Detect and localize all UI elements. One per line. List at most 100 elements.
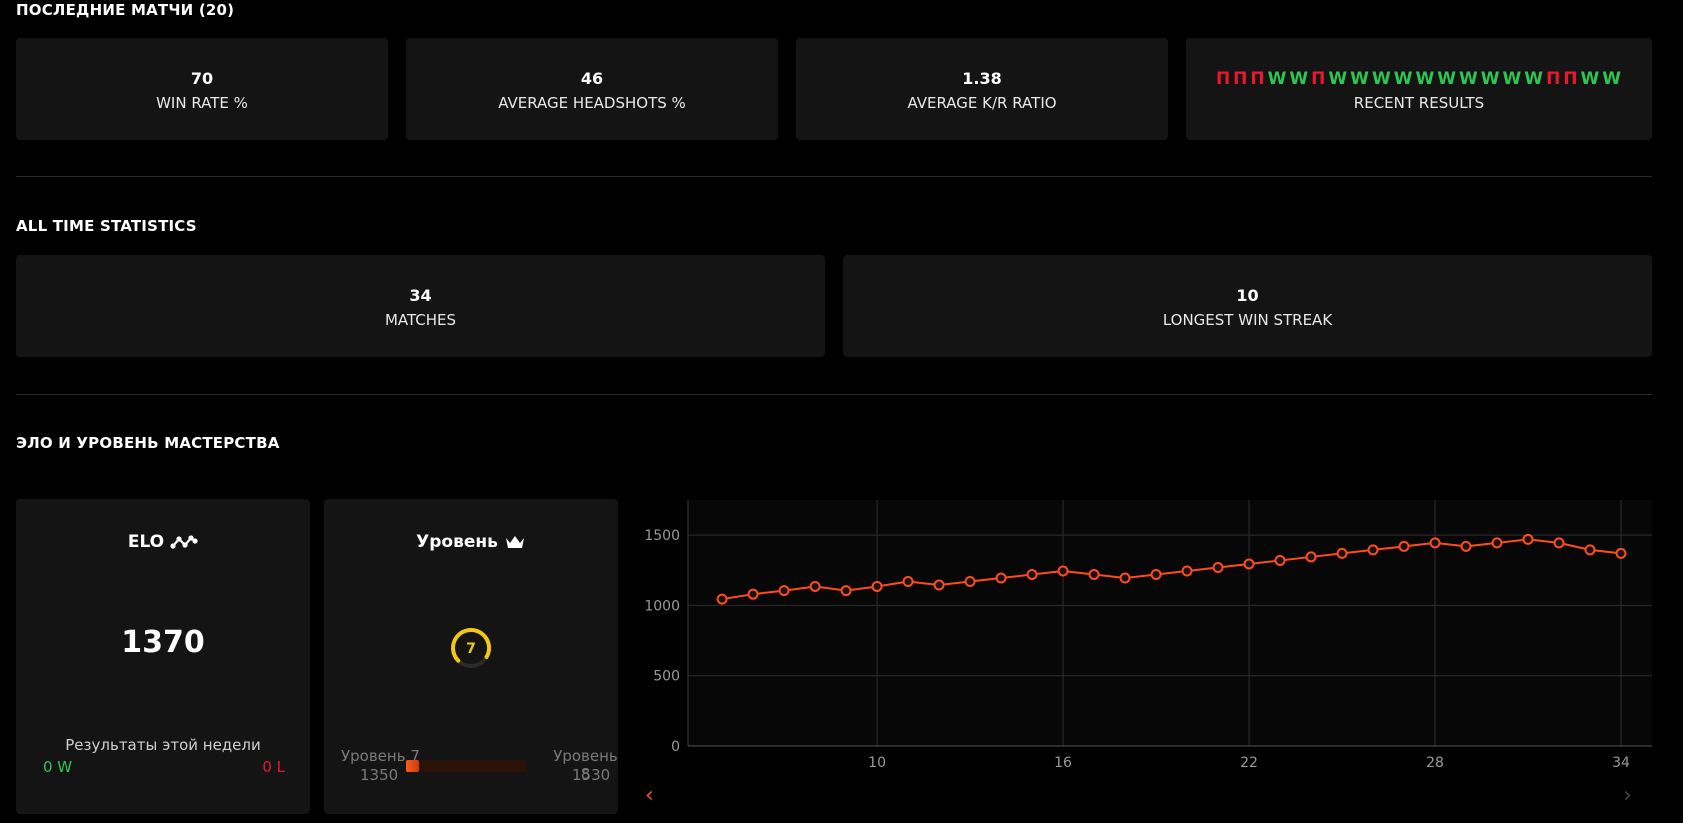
result-item: W <box>1328 69 1349 89</box>
current-level-elo: 1350 <box>360 766 399 784</box>
elo-point <box>1305 551 1317 563</box>
result-item: W <box>1502 69 1523 89</box>
elo-point <box>1522 533 1534 545</box>
elo-point <box>1336 547 1348 559</box>
level-progress-fill <box>406 760 420 772</box>
elo-point <box>1119 572 1131 584</box>
result-item: П <box>1233 69 1249 89</box>
week-losses: 0 L <box>262 758 285 776</box>
result-item: W <box>1480 69 1501 89</box>
result-item: W <box>1580 69 1601 89</box>
result-item: W <box>1524 69 1545 89</box>
y-tick-label: 0 <box>671 739 680 755</box>
next-level-elo: 1530 <box>572 766 611 784</box>
result-item: П <box>1563 69 1579 89</box>
all-time-title: ALL TIME STATISTICS <box>16 217 197 235</box>
plot-area <box>688 500 1652 746</box>
result-item: W <box>1415 69 1436 89</box>
result-item: W <box>1393 69 1414 89</box>
headshots-value: 46 <box>580 69 604 88</box>
elo-point <box>1460 540 1472 552</box>
kr-ratio-value: 1.38 <box>962 69 1002 88</box>
recent-results-label: RECENT RESULTS <box>1353 94 1485 112</box>
level-progress-track <box>406 760 526 772</box>
kr-ratio-card: 1.38 AVERAGE K/R RATIO <box>796 38 1168 140</box>
elo-level-title: ЭЛО И УРОВЕНЬ МАСТЕРСТВА <box>16 434 280 452</box>
elo-point <box>933 579 945 591</box>
section-divider <box>16 394 1652 395</box>
elo-title-text: ELO <box>127 532 165 552</box>
elo-point <box>871 580 883 592</box>
win-rate-card: 70 WIN RATE % <box>16 38 388 140</box>
elo-point <box>1057 565 1069 577</box>
result-item: W <box>1289 69 1310 89</box>
elo-point <box>995 572 1007 584</box>
elo-point <box>1429 537 1441 549</box>
elo-graph-icon <box>170 535 198 549</box>
x-tick-label: 28 <box>1426 755 1444 771</box>
result-item: П <box>1546 69 1562 89</box>
result-item: W <box>1437 69 1457 89</box>
result-item: П <box>1311 69 1327 89</box>
result-item: W <box>1267 69 1288 89</box>
win-streak-label: LONGEST WIN STREAK <box>1162 311 1333 329</box>
section-divider <box>16 176 1652 177</box>
elo-point <box>1274 554 1286 566</box>
elo-point <box>1584 544 1596 556</box>
elo-point <box>1212 561 1224 573</box>
headshots-card: 46 AVERAGE HEADSHOTS % <box>406 38 778 140</box>
elo-point <box>1367 544 1379 556</box>
chart-next-arrow[interactable]: › <box>1623 783 1632 808</box>
level-title-text: Уровень <box>416 532 498 552</box>
elo-card: ELO 1370 Результаты этой недели 0 W 0 L <box>16 499 310 814</box>
level-card: Уровень 7 Уровень 7 1350 Уровень 8 1530 <box>324 499 618 814</box>
x-tick-label: 34 <box>1612 755 1630 771</box>
elo-point <box>964 576 976 588</box>
win-streak-card: 10 LONGEST WIN STREAK <box>843 255 1652 357</box>
elo-point <box>1553 537 1565 549</box>
matches-label: MATCHES <box>384 311 457 329</box>
week-results-label: Результаты этой недели <box>65 736 261 754</box>
win-streak-value: 10 <box>1236 286 1259 305</box>
result-item: W <box>1350 69 1370 89</box>
matches-card: 34 MATCHES <box>16 255 825 357</box>
result-item: W <box>1371 69 1392 89</box>
elo-point <box>1398 540 1410 552</box>
recent-matches-title: ПОСЛЕДНИЕ МАТЧИ (20) <box>16 1 235 19</box>
x-tick-label: 22 <box>1240 755 1258 771</box>
current-level-label: Уровень 7 <box>341 747 420 765</box>
level-number: 7 <box>466 641 476 657</box>
win-rate-value: 70 <box>190 69 214 88</box>
elo-point <box>809 580 821 592</box>
elo-point <box>778 585 790 597</box>
result-item: W <box>1459 69 1479 89</box>
matches-value: 34 <box>409 286 432 305</box>
win-rate-label: WIN RATE % <box>156 94 248 112</box>
headshots-label: AVERAGE HEADSHOTS % <box>498 94 686 112</box>
y-tick-label: 1500 <box>644 528 680 544</box>
elo-value: 1370 <box>121 625 205 660</box>
x-tick-label: 10 <box>868 755 886 771</box>
elo-point <box>1026 569 1038 581</box>
elo-point <box>747 588 759 600</box>
elo-point <box>902 576 914 588</box>
result-item: П <box>1250 69 1266 89</box>
elo-point <box>1615 547 1627 559</box>
elo-point <box>1491 537 1503 549</box>
elo-point <box>840 585 852 597</box>
elo-point <box>716 593 728 605</box>
kr-ratio-label: AVERAGE K/R RATIO <box>907 94 1057 112</box>
crown-icon <box>505 536 524 548</box>
elo-point <box>1150 569 1162 581</box>
result-item: П <box>1215 69 1232 89</box>
level-gauge: 7 <box>451 627 491 668</box>
elo-point <box>1181 565 1193 577</box>
result-item: W <box>1602 69 1623 89</box>
level-title: Уровень <box>324 532 618 552</box>
elo-point <box>1243 558 1255 570</box>
next-level-label: Уровень 8 <box>553 747 618 783</box>
elo-chart: 0 500 1000 1500 10 16 22 28 34 <box>618 490 1652 819</box>
chart-prev-arrow[interactable]: ‹ <box>645 783 654 808</box>
